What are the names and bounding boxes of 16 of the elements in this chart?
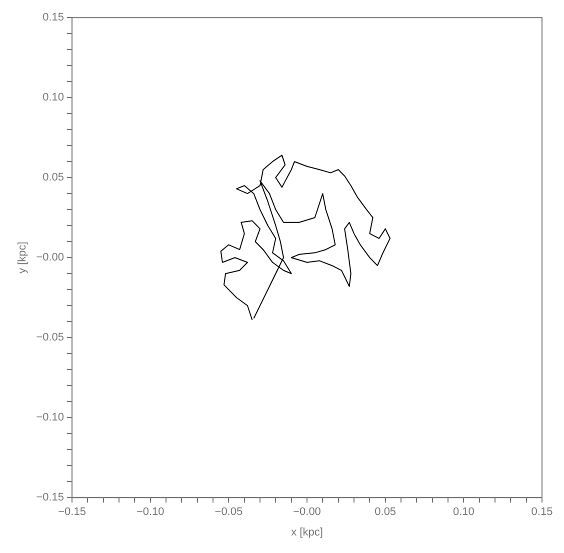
x-tick-label: 0.05 [374,506,396,518]
x-tick-label: 0.10 [452,506,474,518]
y-tick-label: −0.15 [36,492,64,504]
y-tick-label: 0.10 [42,92,64,104]
y-axis-title: y [kpc] [16,242,29,274]
x-axis-title: x [kpc] [291,526,323,538]
x-tick-label: −0.05 [214,506,243,518]
y-tick-label: −0.00 [36,252,64,264]
x-tick-label: 0.15 [531,506,553,518]
y-tick-label: −0.05 [36,332,64,344]
x-tick-label: −0.00 [293,506,321,518]
y-tick-label: 0.15 [42,12,64,24]
x-tick-label: −0.15 [58,506,86,518]
y-tick-label: −0.10 [36,412,64,424]
y-tick-label: 0.05 [42,172,64,184]
x-tick-label: −0.10 [136,506,164,518]
